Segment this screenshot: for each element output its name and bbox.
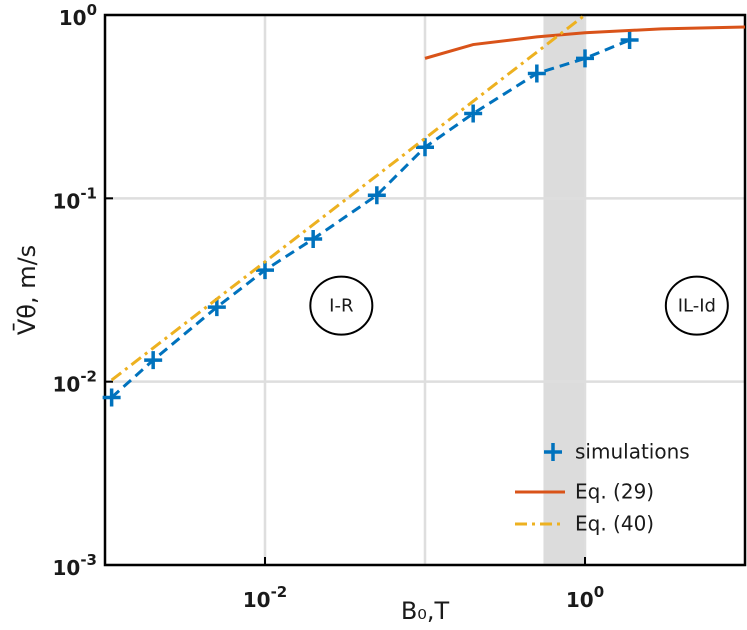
data-point (416, 138, 434, 157)
legend-label: simulations (575, 440, 690, 464)
shaded-region (543, 15, 585, 565)
x-tick-label: 100 (566, 583, 604, 612)
data-point (527, 64, 546, 83)
data-point (620, 31, 639, 50)
legend-marker (544, 443, 562, 461)
data-point (144, 351, 163, 370)
y-tick-label: 100 (59, 1, 97, 30)
annotation: I-R (329, 296, 353, 317)
series-line (424, 25, 746, 60)
x-tick-label: 10-2 (243, 583, 288, 612)
y-axis-label: V̄θ, m/s (12, 245, 41, 335)
data-point (207, 298, 226, 317)
plot-frame (103, 13, 747, 567)
annotation-circle (664, 275, 729, 336)
data-point (256, 261, 274, 280)
data-point (304, 230, 323, 249)
series-line (110, 38, 631, 399)
data-point (102, 388, 121, 407)
data-point (576, 49, 594, 68)
y-tick-label: 10-1 (52, 184, 97, 213)
x-axis-label: B₀,T (401, 597, 450, 625)
annotation-circle (309, 275, 374, 336)
y-tick-label: 10-3 (52, 551, 97, 580)
data-point (464, 104, 483, 123)
legend-label: Eq. (29) (575, 480, 654, 504)
data-point (367, 186, 386, 205)
annotation: IL-Id (678, 296, 716, 317)
y-tick-label: 10-2 (52, 367, 97, 396)
legend-label: Eq. (40) (575, 512, 654, 536)
